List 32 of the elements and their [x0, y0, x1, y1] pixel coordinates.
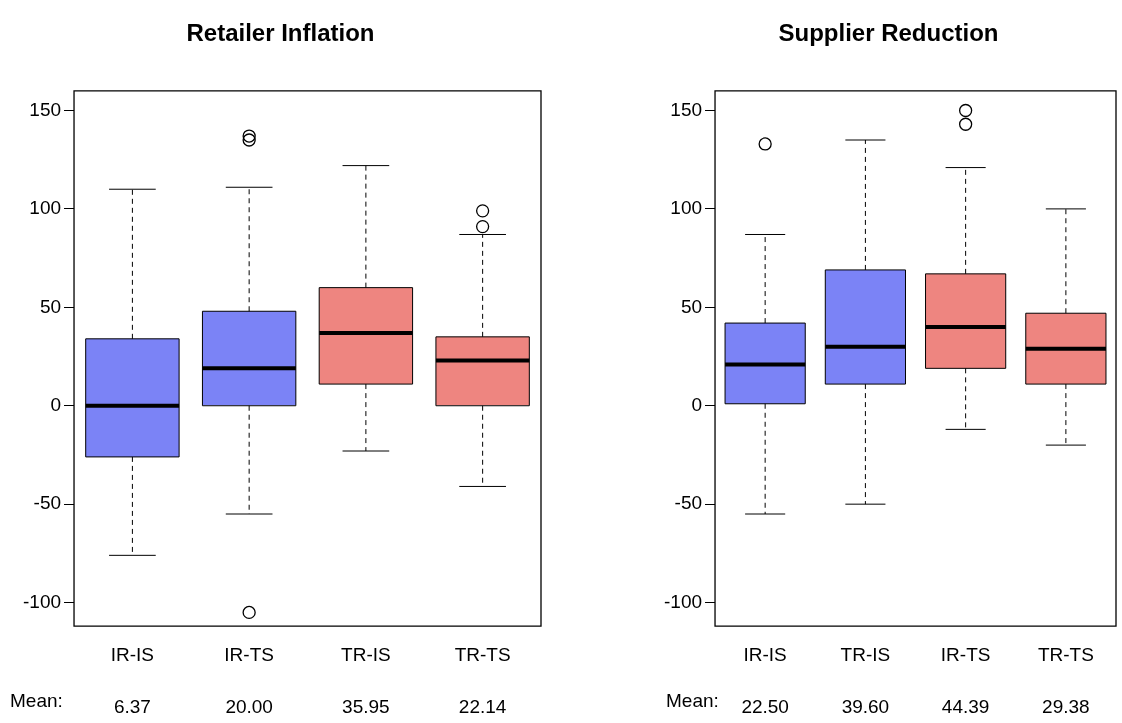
x-tick-label: TR-TS: [454, 643, 511, 665]
text: Mean:: [10, 690, 63, 712]
y-tick-label: -50: [674, 492, 703, 514]
text: 6.37: [113, 696, 151, 718]
y-tick-label: 50: [680, 295, 703, 317]
text: 22.14: [458, 696, 507, 718]
text: 22.50: [741, 696, 789, 718]
y-tick-label: 50: [39, 295, 62, 317]
text: 44.39: [941, 696, 990, 718]
text: 39.60: [841, 696, 890, 718]
chart-title: Retailer Inflation: [186, 19, 375, 47]
x-tick-label: TR-IS: [840, 643, 891, 665]
y-tick-label: -50: [33, 492, 62, 514]
x-tick-label: IR-TS: [224, 643, 274, 665]
y-tick-label: -100: [664, 590, 703, 612]
x-tick-label: IR-TS: [940, 643, 991, 665]
y-tick-label: 100: [29, 197, 62, 219]
y-tick-label: 100: [670, 197, 703, 219]
x-tick-label: TR-IS: [341, 643, 391, 665]
y-tick-label: -100: [23, 590, 62, 612]
y-tick-label: 0: [691, 393, 703, 415]
text: 29.38: [1042, 696, 1090, 718]
y-tick-label: 0: [50, 393, 62, 415]
x-tick-label: IR-IS: [110, 643, 155, 665]
y-tick-label: 150: [670, 98, 703, 120]
chart-title: Supplier Reduction: [778, 19, 999, 47]
text: Mean:: [666, 690, 719, 712]
y-tick-label: 150: [29, 98, 62, 120]
x-tick-label: TR-TS: [1037, 643, 1094, 665]
text: 20.00: [225, 696, 273, 718]
text: 35.95: [342, 696, 390, 718]
x-tick-label: IR-IS: [743, 643, 787, 665]
